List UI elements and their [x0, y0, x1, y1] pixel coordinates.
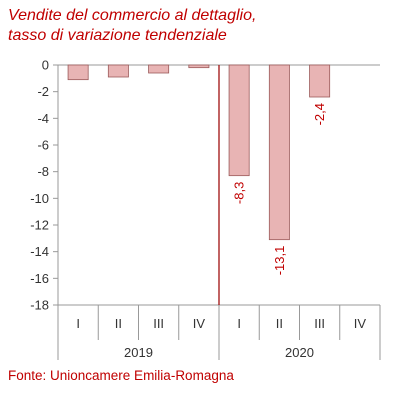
- source-note: Fonte: Unioncamere Emilia-Romagna: [8, 368, 234, 383]
- y-tick-label: -4: [37, 111, 49, 126]
- y-tick-label: -14: [30, 244, 49, 259]
- data-label: -13,1: [272, 246, 287, 276]
- bar: [228, 64, 250, 177]
- quarter-label: I: [76, 316, 80, 331]
- y-tick-label: -16: [30, 271, 49, 286]
- bar: [148, 64, 170, 74]
- y-tick-label: -6: [37, 138, 49, 153]
- bar: [67, 64, 89, 81]
- data-label: -2,4: [312, 103, 327, 125]
- y-tick-label: -12: [30, 218, 49, 233]
- quarter-label: III: [314, 316, 325, 331]
- y-tick-label: -10: [30, 191, 49, 206]
- bar: [107, 64, 129, 78]
- quarter-label: II: [276, 316, 283, 331]
- chart-title-line-2: tasso di variazione tendenziale: [8, 27, 227, 44]
- bar: [188, 64, 210, 69]
- y-tick-label: -18: [30, 298, 49, 313]
- bar: [268, 64, 290, 241]
- bars: [67, 64, 331, 241]
- y-tick-label: -2: [37, 84, 49, 99]
- y-tick-label: -8: [37, 164, 49, 179]
- y-tick-label: 0: [42, 58, 49, 73]
- quarter-label: III: [153, 316, 164, 331]
- year-label: 2019: [124, 345, 153, 360]
- bar: [309, 64, 331, 98]
- chart-title: Vendite del commercio al dettaglio, tass…: [8, 6, 392, 46]
- data-label: -8,3: [232, 182, 247, 204]
- quarter-label: IV: [354, 316, 367, 331]
- year-label: 2020: [285, 345, 314, 360]
- quarter-label: II: [115, 316, 122, 331]
- chart-title-line-1: Vendite del commercio al dettaglio,: [8, 7, 257, 24]
- axes: 0-2-4-6-8-10-12-14-16-18I II III IV I II III IV…: [30, 58, 381, 360]
- data-labels: -8,3 -13,1 -2,4: [232, 103, 328, 275]
- quarter-label: IV: [193, 316, 206, 331]
- quarter-label: I: [237, 316, 241, 331]
